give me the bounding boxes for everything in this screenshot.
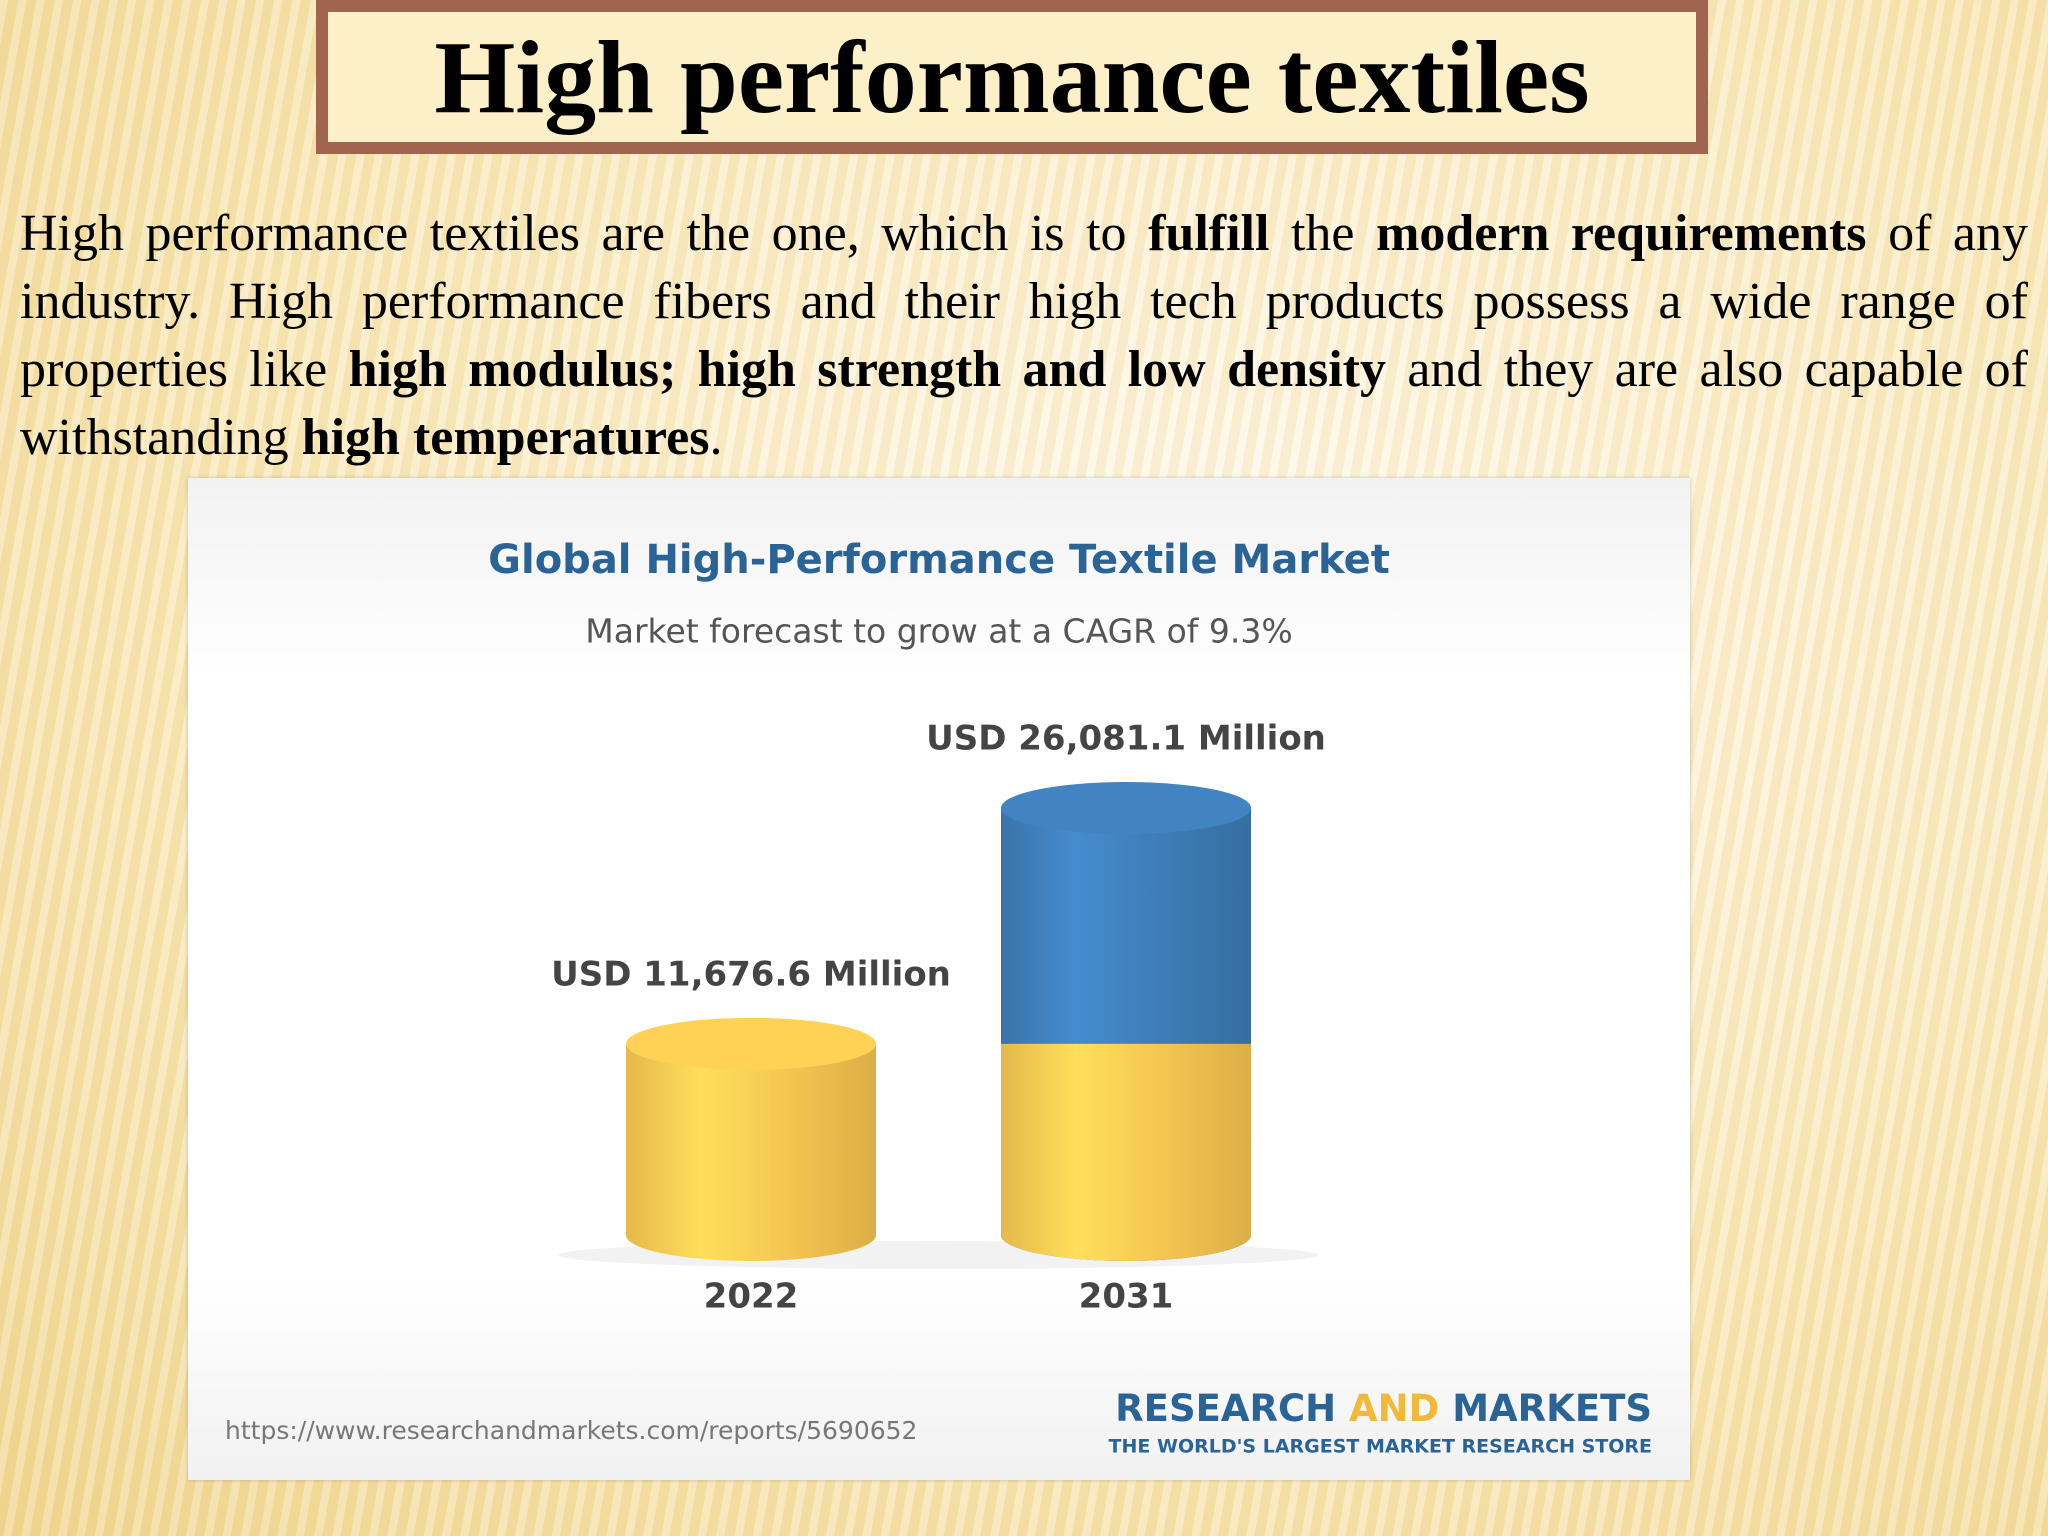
brand-word: RESEARCH — [1115, 1387, 1336, 1430]
brand-tagline: THE WORLD'S LARGEST MARKET RESEARCH STOR… — [1109, 1436, 1652, 1458]
cylinder-bottom — [626, 1209, 876, 1261]
bold-text: fulfill — [1148, 205, 1270, 262]
text-run: and they are also capable of withstandin… — [20, 341, 2028, 466]
chart-panel: Global High-Performance Textile Market M… — [188, 478, 1690, 1480]
chart: Global High-Performance Textile Market M… — [225, 537, 1652, 1458]
body-paragraph: High performance textiles are the one, w… — [20, 200, 2028, 472]
category-label: 2031 — [1079, 1277, 1174, 1317]
cylinder-base-part — [1001, 1043, 1251, 1235]
text-run: . — [709, 409, 723, 466]
bold-text: high temperatures — [301, 409, 710, 466]
category-label: 2022 — [704, 1277, 799, 1317]
cylinder-top — [1001, 782, 1251, 834]
bold-text: high modulus; high strength and low dens… — [348, 341, 1386, 398]
value-label: USD 26,081.1 Million — [926, 719, 1326, 759]
text-run: of any industry. High performance fibers… — [20, 205, 2029, 398]
brand-word: AND — [1349, 1387, 1439, 1430]
cylinder-bottom — [1001, 1209, 1251, 1261]
source-url: https://www.researchandmarkets.com/repor… — [225, 1416, 917, 1445]
cylinder-top — [626, 1017, 876, 1070]
text-run: High performance textiles are the one, w… — [20, 205, 1149, 262]
text-run: the — [1269, 205, 1377, 262]
value-label: USD 11,676.6 Million — [551, 954, 951, 994]
brand-word: MARKETS — [1452, 1387, 1652, 1430]
brand-logo: RESEARCH AND MARKETS — [1115, 1387, 1652, 1430]
bold-text: modern requirements — [1376, 205, 1867, 262]
slide-title: High performance textiles — [434, 19, 1590, 135]
chart-title: Global High-Performance Textile Market — [488, 537, 1390, 583]
title-box: High performance textiles — [316, 0, 1708, 154]
cylinder-body — [626, 1043, 876, 1235]
chart-subtitle: Market forecast to grow at a CAGR of 9.3… — [585, 612, 1292, 651]
